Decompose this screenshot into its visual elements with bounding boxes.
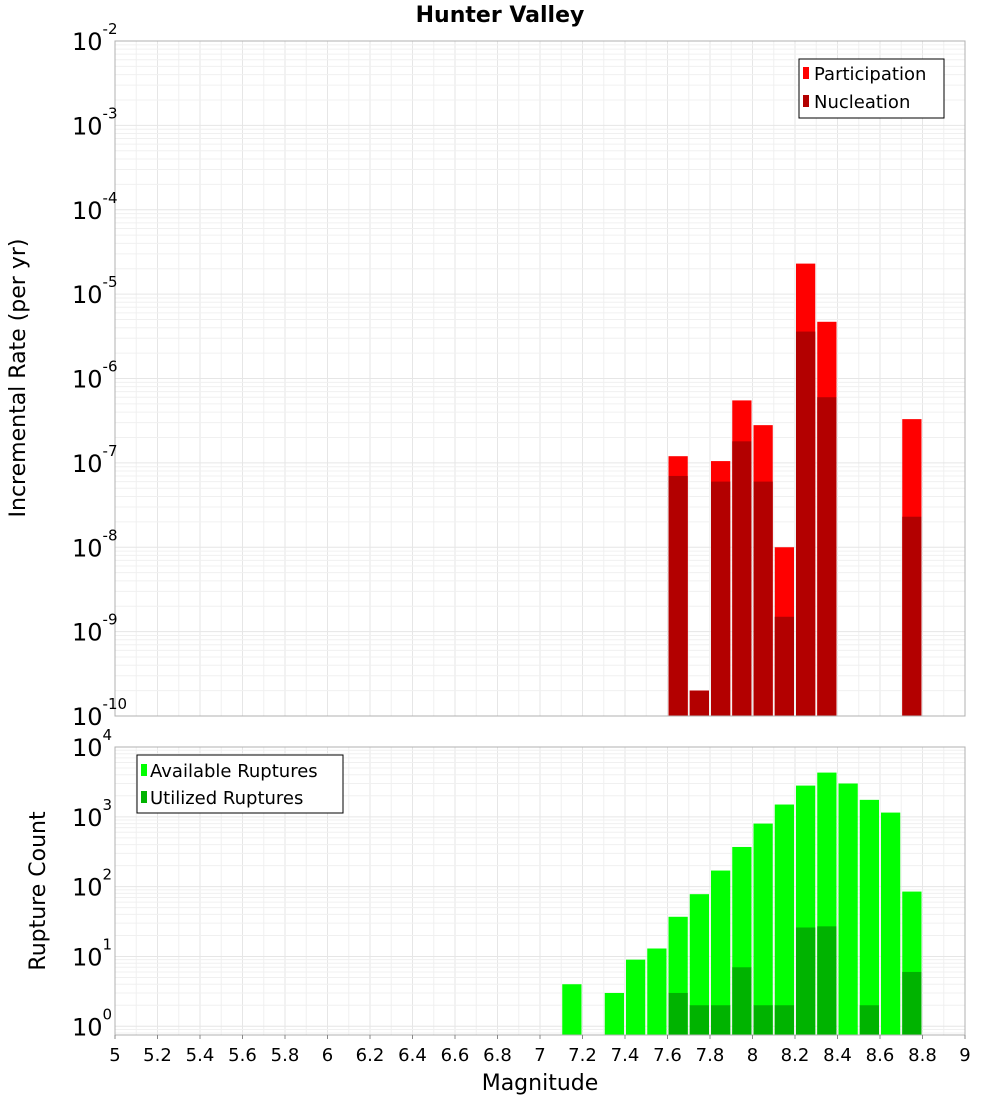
rate-y-tick-label: 10-9 (72, 611, 118, 647)
rate-y-tick-label: 10-5 (72, 273, 118, 309)
count-bar-available-ruptures (689, 894, 709, 1035)
x-tick-label: 6 (322, 1045, 333, 1066)
legend-label-participation: Participation (814, 64, 926, 85)
rate-bar-nucleation (732, 441, 752, 716)
rate-bar-nucleation (668, 475, 688, 716)
count-bar-utilized-ruptures (711, 1005, 731, 1035)
x-tick-label: 5.2 (143, 1045, 172, 1066)
count-bar-utilized-ruptures (817, 926, 837, 1035)
x-tick-label: 7.6 (653, 1045, 682, 1066)
count-bar-available-ruptures (647, 948, 667, 1035)
rate-y-tick-label: 10-4 (72, 189, 118, 225)
count-bar-utilized-ruptures (668, 992, 688, 1035)
count-bar-available-ruptures (562, 984, 582, 1035)
count-y-tick-label: 101 (72, 935, 112, 971)
magnitude-x-axis-label: Magnitude (482, 1071, 599, 1096)
rate-bar-nucleation (774, 616, 794, 716)
count-bar-utilized-ruptures (796, 927, 816, 1035)
x-tick-label: 5.6 (228, 1045, 257, 1066)
rate-panel: 10-10 10-9 10-8 10-7 10-6 10-5 10-4 10-3 10-2 In… (6, 20, 966, 731)
rate-y-tick-label: 10-8 (72, 526, 118, 562)
rate-bar-nucleation (817, 397, 837, 716)
count-bar-utilized-ruptures (859, 1005, 879, 1035)
count-bar-utilized-ruptures (689, 1005, 709, 1035)
x-tick-label: 8.2 (781, 1045, 810, 1066)
rate-y-tick-label: 10-7 (72, 442, 118, 478)
rate-legend-box (798, 58, 945, 119)
legend-label-utilized: Utilized Ruptures (150, 788, 303, 809)
rate-bar-nucleation (902, 516, 922, 716)
x-tick-label: 7 (534, 1045, 545, 1066)
x-tick-label: 9 (959, 1045, 970, 1066)
x-tick-label: 6.8 (483, 1045, 512, 1066)
count-bar-utilized-ruptures (774, 1005, 794, 1035)
legend-swatch-nucleation (803, 95, 809, 107)
count-bar-available-ruptures (881, 812, 901, 1035)
rate-bar-nucleation (689, 690, 709, 716)
count-y-tick-label: 100 (72, 1005, 112, 1041)
legend-label-nucleation: Nucleation (814, 92, 910, 113)
rate-grid (114, 40, 966, 717)
rate-plot-frame (114, 40, 966, 717)
magnitude-x-ticks: 5 5.2 5.4 5.6 5.8 6 6.2 6.4 6.6 6.8 7 7.2 7.4 7.6 7.8 8… (109, 1035, 971, 1066)
rate-y-tick-label: 10-2 (72, 20, 118, 56)
rate-y-tick-label: 10-6 (72, 358, 118, 394)
x-tick-label: 7.2 (568, 1045, 597, 1066)
rate-y-tick-label: 10-3 (72, 104, 118, 140)
count-y-tick-label: 104 (72, 726, 112, 762)
x-tick-label: 6.2 (356, 1045, 385, 1066)
count-y-tick-label: 102 (72, 866, 112, 902)
x-tick-label: 7.8 (696, 1045, 725, 1066)
count-y-ticks: 100 101 102 103 104 (72, 726, 112, 1041)
rate-y-ticks: 10-10 10-9 10-8 10-7 10-6 10-5 10-4 10-3 10-2 (72, 20, 127, 731)
count-bar-utilized-ruptures (902, 971, 922, 1035)
legend-swatch-utilized (141, 791, 147, 803)
x-tick-label: 6.6 (441, 1045, 470, 1066)
count-bar-available-ruptures (838, 783, 858, 1035)
count-bars (562, 772, 922, 1035)
count-legend: Available Ruptures Utilized Ruptures (136, 754, 344, 814)
x-tick-label: 6.4 (398, 1045, 427, 1066)
x-tick-label: 8.8 (908, 1045, 937, 1066)
rate-y-axis-label: Incremental Rate (per yr) (6, 239, 31, 518)
rate-bar-nucleation (753, 481, 773, 716)
count-bar-available-ruptures (711, 870, 731, 1035)
x-tick-label: 5 (109, 1045, 120, 1066)
count-y-tick-label: 103 (72, 796, 112, 832)
x-tick-label: 8 (747, 1045, 758, 1066)
count-bar-available-ruptures (774, 804, 794, 1035)
rate-bar-nucleation (796, 331, 816, 716)
x-tick-label: 5.4 (186, 1045, 215, 1066)
count-bar-available-ruptures (626, 959, 646, 1035)
count-bar-utilized-ruptures (753, 1005, 773, 1035)
legend-swatch-available (141, 764, 147, 776)
rate-bar-nucleation (711, 481, 731, 716)
rate-bars (668, 263, 922, 716)
count-bar-available-ruptures (604, 992, 624, 1035)
count-legend-box (136, 754, 344, 814)
count-bar-utilized-ruptures (732, 967, 752, 1035)
chart-title: Hunter Valley (416, 3, 585, 28)
legend-swatch-participation (803, 67, 809, 79)
count-y-axis-label: Rupture Count (26, 811, 51, 971)
count-panel: 100 101 102 103 104 5 5.2 5.4 5.6 5.8 6 6.2 6.4 6.6 6… (26, 726, 971, 1096)
rate-y-tick-label: 10-10 (72, 695, 127, 731)
count-bar-available-ruptures (859, 799, 879, 1035)
x-tick-label: 8.4 (823, 1045, 852, 1066)
legend-label-available: Available Ruptures (150, 761, 318, 782)
x-tick-label: 7.4 (611, 1045, 640, 1066)
rate-legend: Participation Nucleation (798, 58, 945, 119)
x-tick-label: 8.6 (866, 1045, 895, 1066)
x-tick-label: 5.8 (271, 1045, 300, 1066)
count-bar-available-ruptures (753, 823, 773, 1035)
